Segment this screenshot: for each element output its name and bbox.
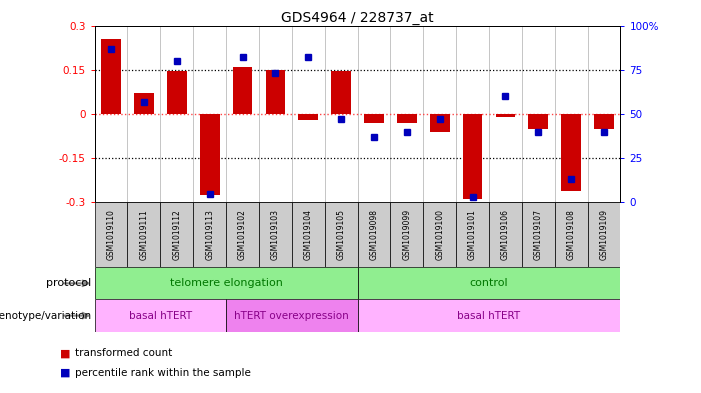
Title: GDS4964 / 228737_at: GDS4964 / 228737_at — [281, 11, 434, 24]
Bar — [358, 267, 620, 299]
Bar — [489, 202, 522, 267]
Text: GSM1019099: GSM1019099 — [402, 209, 411, 261]
Bar — [358, 202, 390, 267]
Text: protocol: protocol — [46, 278, 91, 288]
Bar — [496, 114, 515, 117]
Bar — [95, 267, 358, 299]
Bar — [292, 202, 325, 267]
Text: genotype/variation: genotype/variation — [0, 310, 91, 321]
Bar — [463, 114, 482, 199]
Text: GSM1019110: GSM1019110 — [107, 209, 116, 260]
Text: GSM1019112: GSM1019112 — [172, 209, 182, 260]
Bar — [332, 71, 351, 114]
Text: transformed count: transformed count — [75, 348, 172, 358]
Text: GSM1019101: GSM1019101 — [468, 209, 477, 260]
Text: basal hTERT: basal hTERT — [129, 310, 192, 321]
Bar — [594, 114, 614, 129]
Bar — [364, 114, 384, 123]
Bar — [134, 93, 154, 114]
Bar — [587, 202, 620, 267]
Bar — [266, 70, 285, 114]
Text: hTERT overexpression: hTERT overexpression — [234, 310, 349, 321]
Bar — [456, 202, 489, 267]
Text: GSM1019098: GSM1019098 — [369, 209, 379, 260]
Text: percentile rank within the sample: percentile rank within the sample — [75, 368, 251, 378]
Text: ■: ■ — [60, 368, 70, 378]
Text: GSM1019103: GSM1019103 — [271, 209, 280, 260]
Text: GSM1019108: GSM1019108 — [566, 209, 576, 260]
Bar — [299, 114, 318, 120]
Bar — [522, 202, 554, 267]
Bar — [200, 114, 219, 195]
Bar — [226, 202, 259, 267]
Bar — [193, 202, 226, 267]
Bar — [325, 202, 358, 267]
Bar — [259, 202, 292, 267]
Text: telomere elongation: telomere elongation — [170, 278, 283, 288]
Text: GSM1019111: GSM1019111 — [139, 209, 149, 260]
Text: control: control — [470, 278, 508, 288]
Text: GSM1019113: GSM1019113 — [205, 209, 214, 260]
Bar — [226, 299, 358, 332]
Bar — [128, 202, 161, 267]
Bar — [562, 114, 581, 191]
Bar — [430, 114, 449, 132]
Bar — [529, 114, 548, 129]
Bar — [95, 202, 128, 267]
Bar — [95, 299, 226, 332]
Bar — [101, 39, 121, 114]
Text: GSM1019105: GSM1019105 — [336, 209, 346, 260]
Bar — [161, 202, 193, 267]
Text: GSM1019104: GSM1019104 — [304, 209, 313, 260]
Bar — [397, 114, 416, 123]
Bar — [233, 67, 252, 114]
Text: GSM1019106: GSM1019106 — [501, 209, 510, 260]
Text: GSM1019107: GSM1019107 — [533, 209, 543, 260]
Bar — [358, 299, 620, 332]
Text: GSM1019100: GSM1019100 — [435, 209, 444, 260]
Text: GSM1019109: GSM1019109 — [599, 209, 608, 260]
Bar — [554, 202, 587, 267]
Bar — [167, 71, 186, 114]
Text: basal hTERT: basal hTERT — [457, 310, 521, 321]
Bar — [423, 202, 456, 267]
Text: GSM1019102: GSM1019102 — [238, 209, 247, 260]
Text: ■: ■ — [60, 348, 70, 358]
Bar — [390, 202, 423, 267]
